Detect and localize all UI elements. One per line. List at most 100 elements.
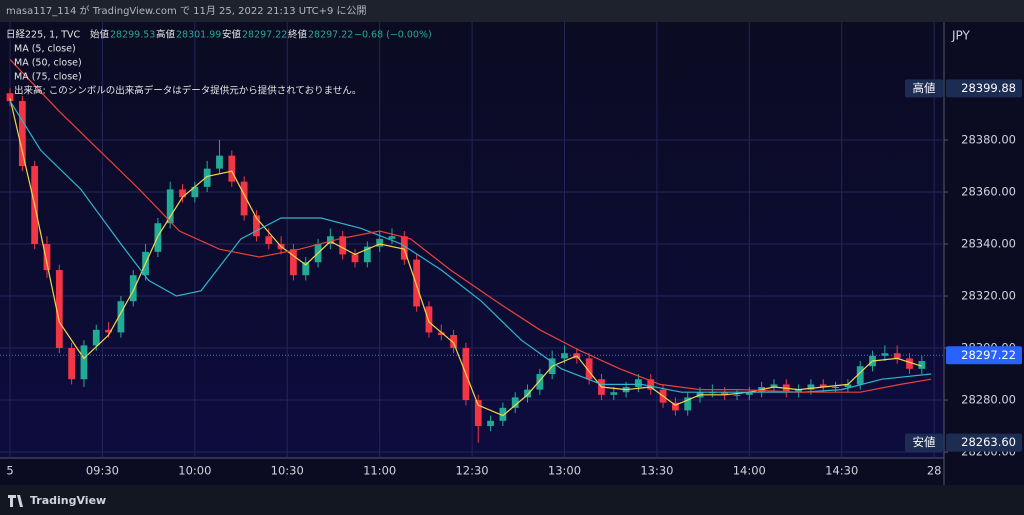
candle-body (326, 236, 334, 245)
x-tick-label: 11:00 (363, 464, 396, 478)
candle-body (437, 332, 445, 336)
candle-body (228, 155, 236, 182)
candle-body (413, 259, 421, 307)
ma-line (9, 100, 932, 393)
candle-body (363, 246, 371, 263)
candle-body (376, 238, 384, 247)
candle-body (265, 236, 273, 245)
ma-line (9, 98, 922, 417)
x-tick-label: 13:00 (548, 464, 581, 478)
time-axis (0, 458, 944, 485)
candle-body (635, 379, 642, 388)
price-axis (944, 22, 1024, 485)
change: −0.68 (−0.00%) (354, 30, 432, 41)
candle-body (499, 407, 507, 421)
marker-value: 28263.60 (961, 435, 1016, 449)
candle-body (795, 389, 802, 393)
legend-value: 28299.53 (110, 30, 155, 41)
candle-body (351, 254, 359, 263)
marker-label-box (905, 79, 943, 98)
marker-value: 28399.88 (961, 81, 1016, 95)
candle-body (203, 168, 211, 187)
candle-body (92, 329, 100, 346)
candle-body (561, 353, 568, 359)
candle-body (721, 392, 729, 395)
candle-body (216, 155, 223, 169)
candle-body (647, 379, 655, 390)
candle-body (807, 384, 815, 390)
y-tick-label: 28320.00 (961, 289, 1016, 303)
candle-body (893, 353, 901, 359)
candle-body (819, 384, 827, 388)
candle-body (105, 329, 112, 333)
header: masa117_114 が TradingView.com で 11月 25, … (6, 4, 367, 17)
candle-body (881, 353, 889, 356)
marks (0, 58, 944, 443)
candle-body (302, 262, 310, 276)
grid (0, 22, 948, 458)
footer-bar (0, 485, 1024, 515)
y-tick-label: 28360.00 (961, 185, 1016, 199)
legend-value: 28301.99 (176, 30, 221, 41)
candle-body (18, 101, 26, 167)
candle-body (68, 348, 76, 380)
candle-body (80, 345, 88, 380)
logo (8, 495, 23, 507)
legend-entry: MA (5, close) (14, 44, 76, 55)
legend-label: 始値 (90, 29, 110, 41)
currency: JPY (951, 29, 971, 43)
legend-entry: MA (75, close) (14, 72, 82, 83)
x-tick-label: 5 (6, 464, 13, 478)
legend-value: 28297.22 (308, 30, 353, 41)
candle-body (733, 394, 741, 396)
marker-label: 安値 (913, 435, 936, 449)
x-tick-label: 10:30 (271, 464, 304, 478)
y-tick-label: 28340.00 (961, 237, 1016, 251)
x-tick-label: 14:00 (733, 464, 766, 478)
candle-body (511, 397, 519, 408)
labels: 28260.0028280.0028300.0028320.0028340.00… (6, 29, 1022, 478)
candle-body (240, 181, 248, 216)
x-tick-label: 28 (927, 464, 942, 478)
candle-body (844, 384, 852, 388)
candle-body (585, 358, 593, 380)
marker-value-box (946, 79, 1022, 98)
candle-body (388, 236, 396, 239)
candle-body (55, 270, 63, 349)
legend-value: 28297.22 (242, 30, 287, 41)
candle-body (610, 392, 618, 395)
candle-body (487, 420, 494, 427)
candle-body (918, 361, 926, 369)
legend-label: 終値 (288, 29, 308, 41)
x-tick-label: 12:30 (455, 464, 488, 478)
symbol: 日経225, 1, TVC (6, 29, 81, 41)
candle-body (191, 186, 199, 198)
y-tick-label: 28380.00 (961, 133, 1016, 147)
marker-label-box (905, 433, 943, 452)
candle-body (129, 275, 137, 302)
candle-body (524, 389, 531, 398)
candle-body (253, 215, 260, 237)
candle-body (450, 335, 457, 349)
last-price-box (946, 346, 1022, 365)
y-tick-label: 28280.00 (961, 393, 1016, 407)
x-tick-label: 10:00 (178, 464, 211, 478)
x-tick-label: 13:30 (640, 464, 673, 478)
footer: TradingView (30, 494, 106, 507)
legend-entry: MA (50, close) (14, 58, 82, 69)
candle-body (43, 244, 51, 271)
volume-note: 出来高: このシンボルの出来高データはデータ提供元から提供されておりません。 (14, 85, 361, 97)
legend-label: 安値 (222, 29, 242, 41)
candle-body (179, 189, 186, 198)
candle-body (770, 384, 778, 388)
x-tick-label: 14:30 (825, 464, 858, 478)
candle-body (290, 249, 297, 276)
candle-body (474, 400, 482, 427)
ma-line (9, 58, 932, 393)
legend-label: 高値 (156, 29, 176, 41)
candle-body (400, 236, 408, 260)
candle-body (684, 397, 692, 411)
candle-body (856, 366, 864, 385)
